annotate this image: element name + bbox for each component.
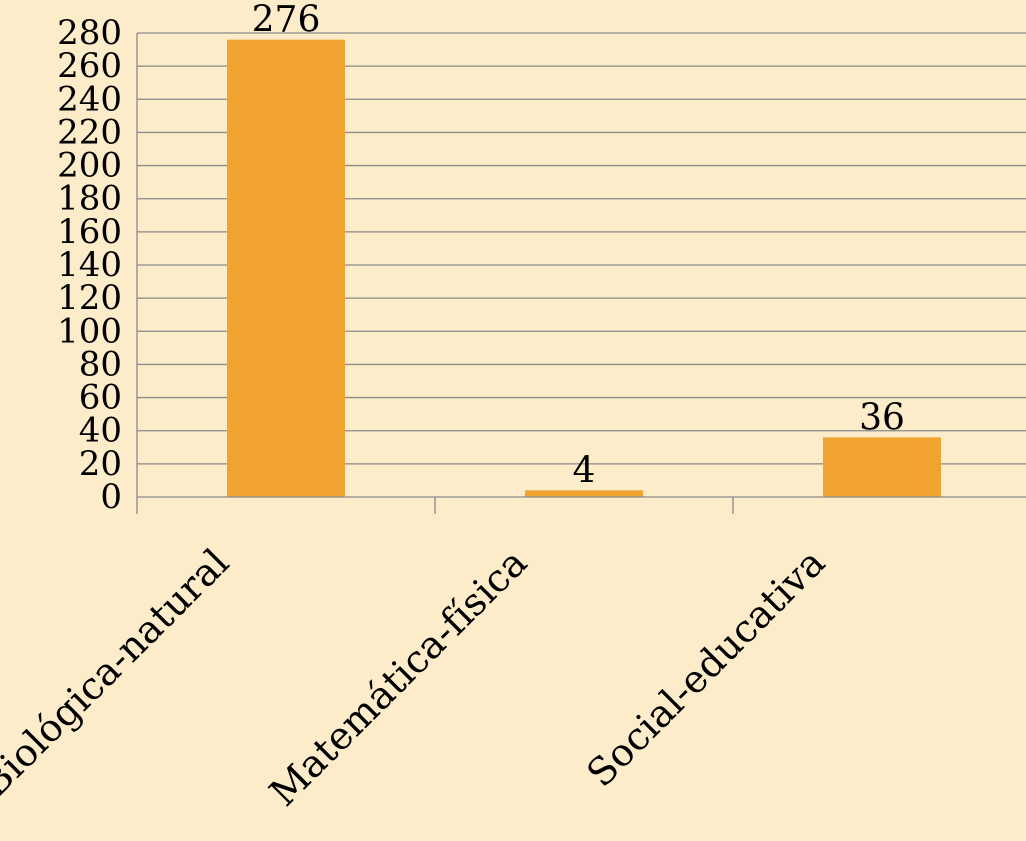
- bar-2: [823, 437, 941, 497]
- y-tick-label: 100: [57, 311, 122, 351]
- y-tick-label: 140: [57, 245, 122, 285]
- y-tick-label: 280: [57, 13, 122, 53]
- bar-0: [227, 39, 345, 497]
- y-tick-label: 240: [57, 79, 122, 119]
- data-label-2: 36: [859, 397, 905, 438]
- data-label-1: 4: [573, 450, 596, 491]
- y-tick-label: 80: [79, 344, 122, 384]
- y-tick-label: 120: [57, 278, 122, 318]
- y-tick-label: 180: [57, 179, 122, 219]
- y-tick-label: 20: [79, 444, 122, 484]
- y-tick-label: 40: [79, 411, 122, 451]
- y-tick-label: 200: [57, 146, 122, 186]
- data-label-0: 276: [252, 0, 321, 41]
- y-tick-label: 260: [57, 46, 122, 86]
- y-tick-label: 0: [100, 477, 122, 517]
- y-tick-label: 160: [57, 212, 122, 252]
- y-tick-label: 60: [79, 378, 122, 418]
- y-tick-label: 220: [57, 112, 122, 152]
- bar-1: [525, 490, 643, 497]
